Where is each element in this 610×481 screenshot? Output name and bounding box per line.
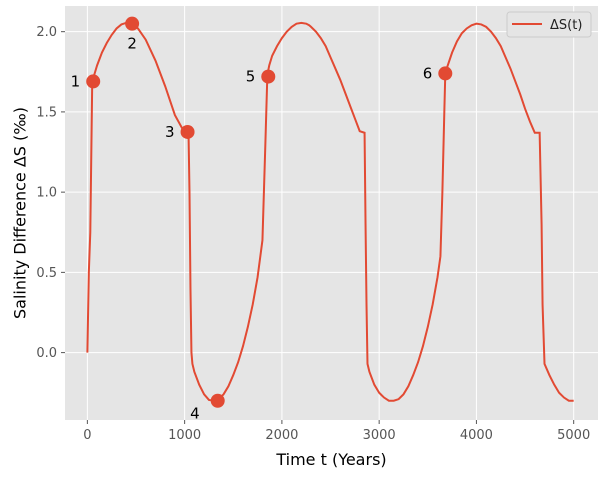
x-tick-label: 0 [83, 428, 91, 443]
point-label: 6 [423, 64, 433, 82]
point-label: 5 [246, 68, 256, 86]
x-tick-label: 5000 [557, 428, 590, 443]
x-axis-label: Time t (Years) [275, 450, 386, 469]
x-tick-label: 3000 [363, 428, 396, 443]
legend-label: ΔS(t) [550, 18, 582, 33]
point-label: 3 [165, 123, 175, 141]
point-marker [210, 393, 225, 408]
y-tick-label: 1.0 [36, 186, 57, 201]
x-tick-label: 1000 [168, 428, 201, 443]
grid-lines [65, 6, 598, 420]
point-marker [125, 16, 140, 31]
y-tick-label: 2.0 [36, 25, 57, 40]
x-tick-label: 4000 [460, 428, 493, 443]
x-tick-label: 2000 [265, 428, 298, 443]
point-markers [86, 16, 453, 408]
y-tick-label: 0.5 [36, 266, 57, 281]
y-tick-label: 0.0 [36, 346, 57, 361]
point-marker [438, 66, 453, 81]
plot-area [65, 6, 598, 420]
y-tick-labels: 0.0 0.5 1.0 1.5 2.0 [36, 25, 65, 361]
point-marker [261, 69, 276, 84]
y-tick-label: 1.5 [36, 105, 57, 120]
legend-box [506, 11, 592, 38]
point-labels: 1 2 3 4 5 6 [71, 35, 433, 423]
point-label: 4 [190, 405, 200, 423]
x-tick-labels: 0 1000 2000 3000 4000 5000 [83, 420, 590, 443]
point-label: 1 [71, 72, 81, 90]
legend: ΔS(t) [506, 11, 592, 38]
point-marker [180, 124, 195, 139]
point-label: 2 [127, 35, 137, 53]
y-axis-label: Salinity Difference ΔS (‰) [11, 107, 30, 319]
point-marker [86, 74, 101, 89]
